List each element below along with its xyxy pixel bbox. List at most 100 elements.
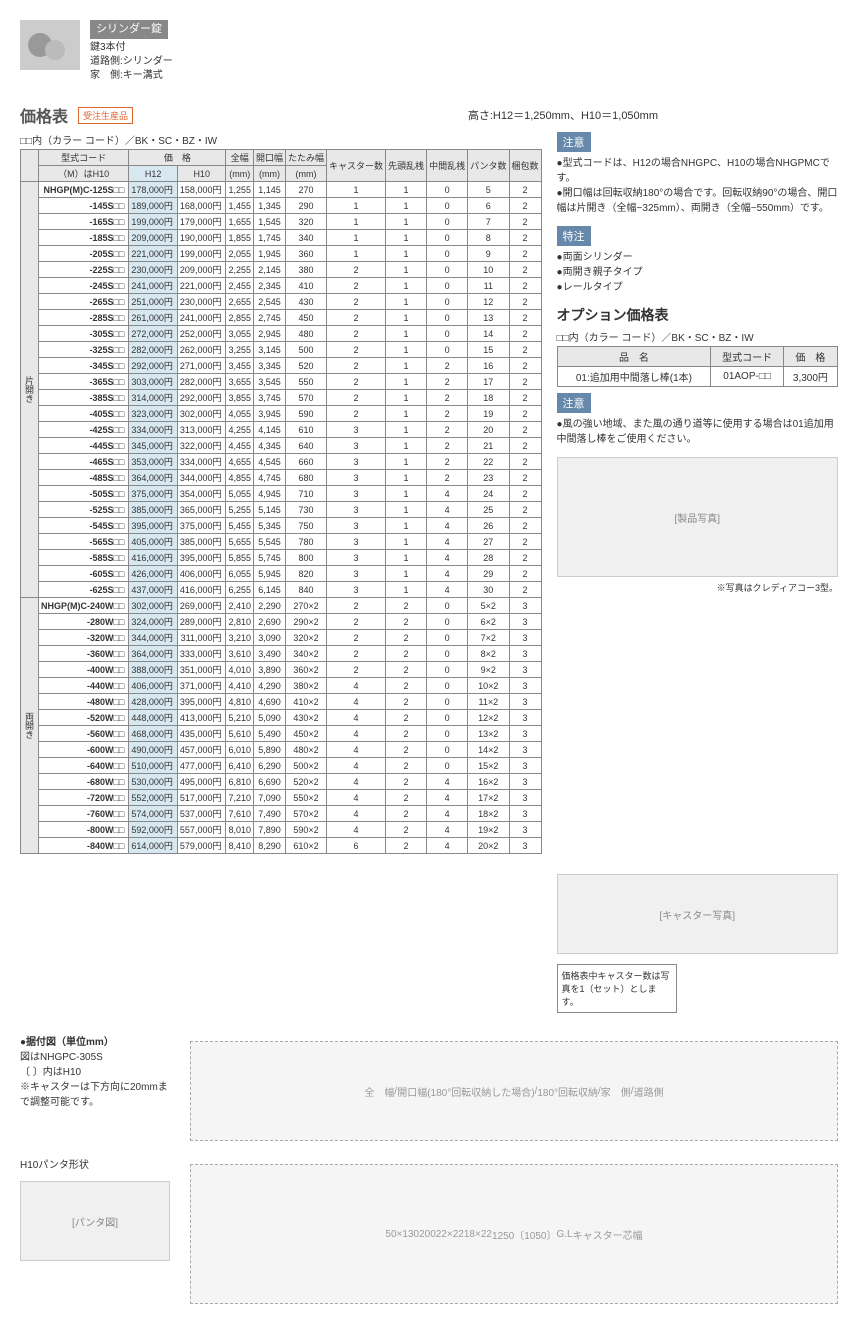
cell: 5,345 (254, 518, 286, 534)
lock-line2: 道路側:シリンダー (90, 55, 173, 69)
cell: 3 (327, 534, 386, 550)
cell: 1 (386, 246, 427, 262)
table-row: -800W□□592,000円557,000円8,0107,890590×242… (21, 822, 542, 838)
table-row: -560W□□468,000円435,000円5,6105,490450×242… (21, 726, 542, 742)
cell: 270 (286, 182, 327, 198)
cell: 26 (468, 518, 509, 534)
th-h10: H10 (177, 166, 226, 182)
cell: -760W□□ (39, 806, 129, 822)
cell: 7×2 (468, 630, 509, 646)
table-row: -440W□□406,000円371,000円4,4104,290380×242… (21, 678, 542, 694)
cell: 416,000円 (129, 550, 178, 566)
cell: 6×2 (468, 614, 509, 630)
cell: 0 (427, 598, 468, 614)
cell: 168,000円 (177, 198, 226, 214)
cell: 730 (286, 502, 327, 518)
cell: 2 (509, 342, 541, 358)
cell: 0 (427, 726, 468, 742)
cell: 209,000円 (129, 230, 178, 246)
cell: 592,000円 (129, 822, 178, 838)
table-row: -320W□□344,000円311,000円3,2103,090320×222… (21, 630, 542, 646)
cell: 3,210 (226, 630, 254, 646)
cell: 313,000円 (177, 422, 226, 438)
table-row: -585S□□416,000円395,000円5,8555,7458003142… (21, 550, 542, 566)
cell: 252,000円 (177, 326, 226, 342)
cell: 3 (509, 774, 541, 790)
cell: 282,000円 (177, 374, 226, 390)
cell: 311,000円 (177, 630, 226, 646)
cell: 5,945 (254, 566, 286, 582)
cell: 2,810 (226, 614, 254, 630)
cell: 2 (327, 630, 386, 646)
cell: 4 (427, 550, 468, 566)
cell: 16 (468, 358, 509, 374)
cell: 2 (327, 342, 386, 358)
cell: 3 (327, 502, 386, 518)
cell: 4 (327, 774, 386, 790)
cell: 9 (468, 246, 509, 262)
cell: 405,000円 (129, 534, 178, 550)
cell: 380×2 (286, 678, 327, 694)
cell: 13×2 (468, 726, 509, 742)
cell: 7,490 (254, 806, 286, 822)
cell: 270×2 (286, 598, 327, 614)
cell: 1 (386, 438, 427, 454)
cell: 1,455 (226, 198, 254, 214)
cell: 5 (468, 182, 509, 198)
cell: 1 (386, 310, 427, 326)
cell: 0 (427, 662, 468, 678)
table-row: -680W□□530,000円495,000円6,8106,690520×242… (21, 774, 542, 790)
cell: 3,610 (226, 646, 254, 662)
cell: 15 (468, 342, 509, 358)
table-row: -205S□□221,000円199,000円2,0551,9453601109… (21, 246, 542, 262)
cell: 1 (386, 454, 427, 470)
cell: -245S□□ (39, 278, 129, 294)
cell: -385S□□ (39, 390, 129, 406)
cell: 1 (386, 486, 427, 502)
cell: 510,000円 (129, 758, 178, 774)
cell: 3,890 (254, 662, 286, 678)
cell: 3 (509, 758, 541, 774)
table-row: -760W□□574,000円537,000円7,6107,490570×242… (21, 806, 542, 822)
cell: 1 (386, 534, 427, 550)
cell: 4 (327, 726, 386, 742)
cell: 750 (286, 518, 327, 534)
cell: 2 (427, 406, 468, 422)
cell: 2 (327, 598, 386, 614)
cell: 1 (386, 278, 427, 294)
cell: 530,000円 (129, 774, 178, 790)
cell: 20×2 (468, 838, 509, 854)
option-colorcode: □□内（カラー コード）／BK・SC・BZ・IW (557, 329, 838, 344)
cell: 9×2 (468, 662, 509, 678)
cell: 480×2 (286, 742, 327, 758)
cell: 21 (468, 438, 509, 454)
th-caster: キャスター数 (327, 150, 386, 182)
cell: 4,010 (226, 662, 254, 678)
opt-caution-label: 注意 (557, 393, 591, 413)
cell: 6,690 (254, 774, 286, 790)
cell: 820 (286, 566, 327, 582)
cell: -185S□□ (39, 230, 129, 246)
cell: 241,000円 (177, 310, 226, 326)
cell: 477,000円 (177, 758, 226, 774)
cell: 6,145 (254, 582, 286, 598)
cell: 292,000円 (129, 358, 178, 374)
cell: 710 (286, 486, 327, 502)
cell: 406,000円 (177, 566, 226, 582)
cell: 282,000円 (129, 342, 178, 358)
cell: 2,055 (226, 246, 254, 262)
cell: 178,000円 (129, 182, 178, 198)
cell: 2 (427, 438, 468, 454)
th-model-note: （M）はH10 (39, 166, 129, 182)
cell: 261,000円 (129, 310, 178, 326)
cell: 480 (286, 326, 327, 342)
opt-th-price: 価 格 (783, 347, 837, 367)
cell: 18 (468, 390, 509, 406)
cell: 6,810 (226, 774, 254, 790)
cell: 4 (427, 822, 468, 838)
install-t3: ※キャスターは下方向に20mmまで調整可能です。 (20, 1078, 170, 1108)
cell: 1 (386, 182, 427, 198)
cell: 2 (386, 646, 427, 662)
cell: 2 (386, 774, 427, 790)
cell: 0 (427, 326, 468, 342)
